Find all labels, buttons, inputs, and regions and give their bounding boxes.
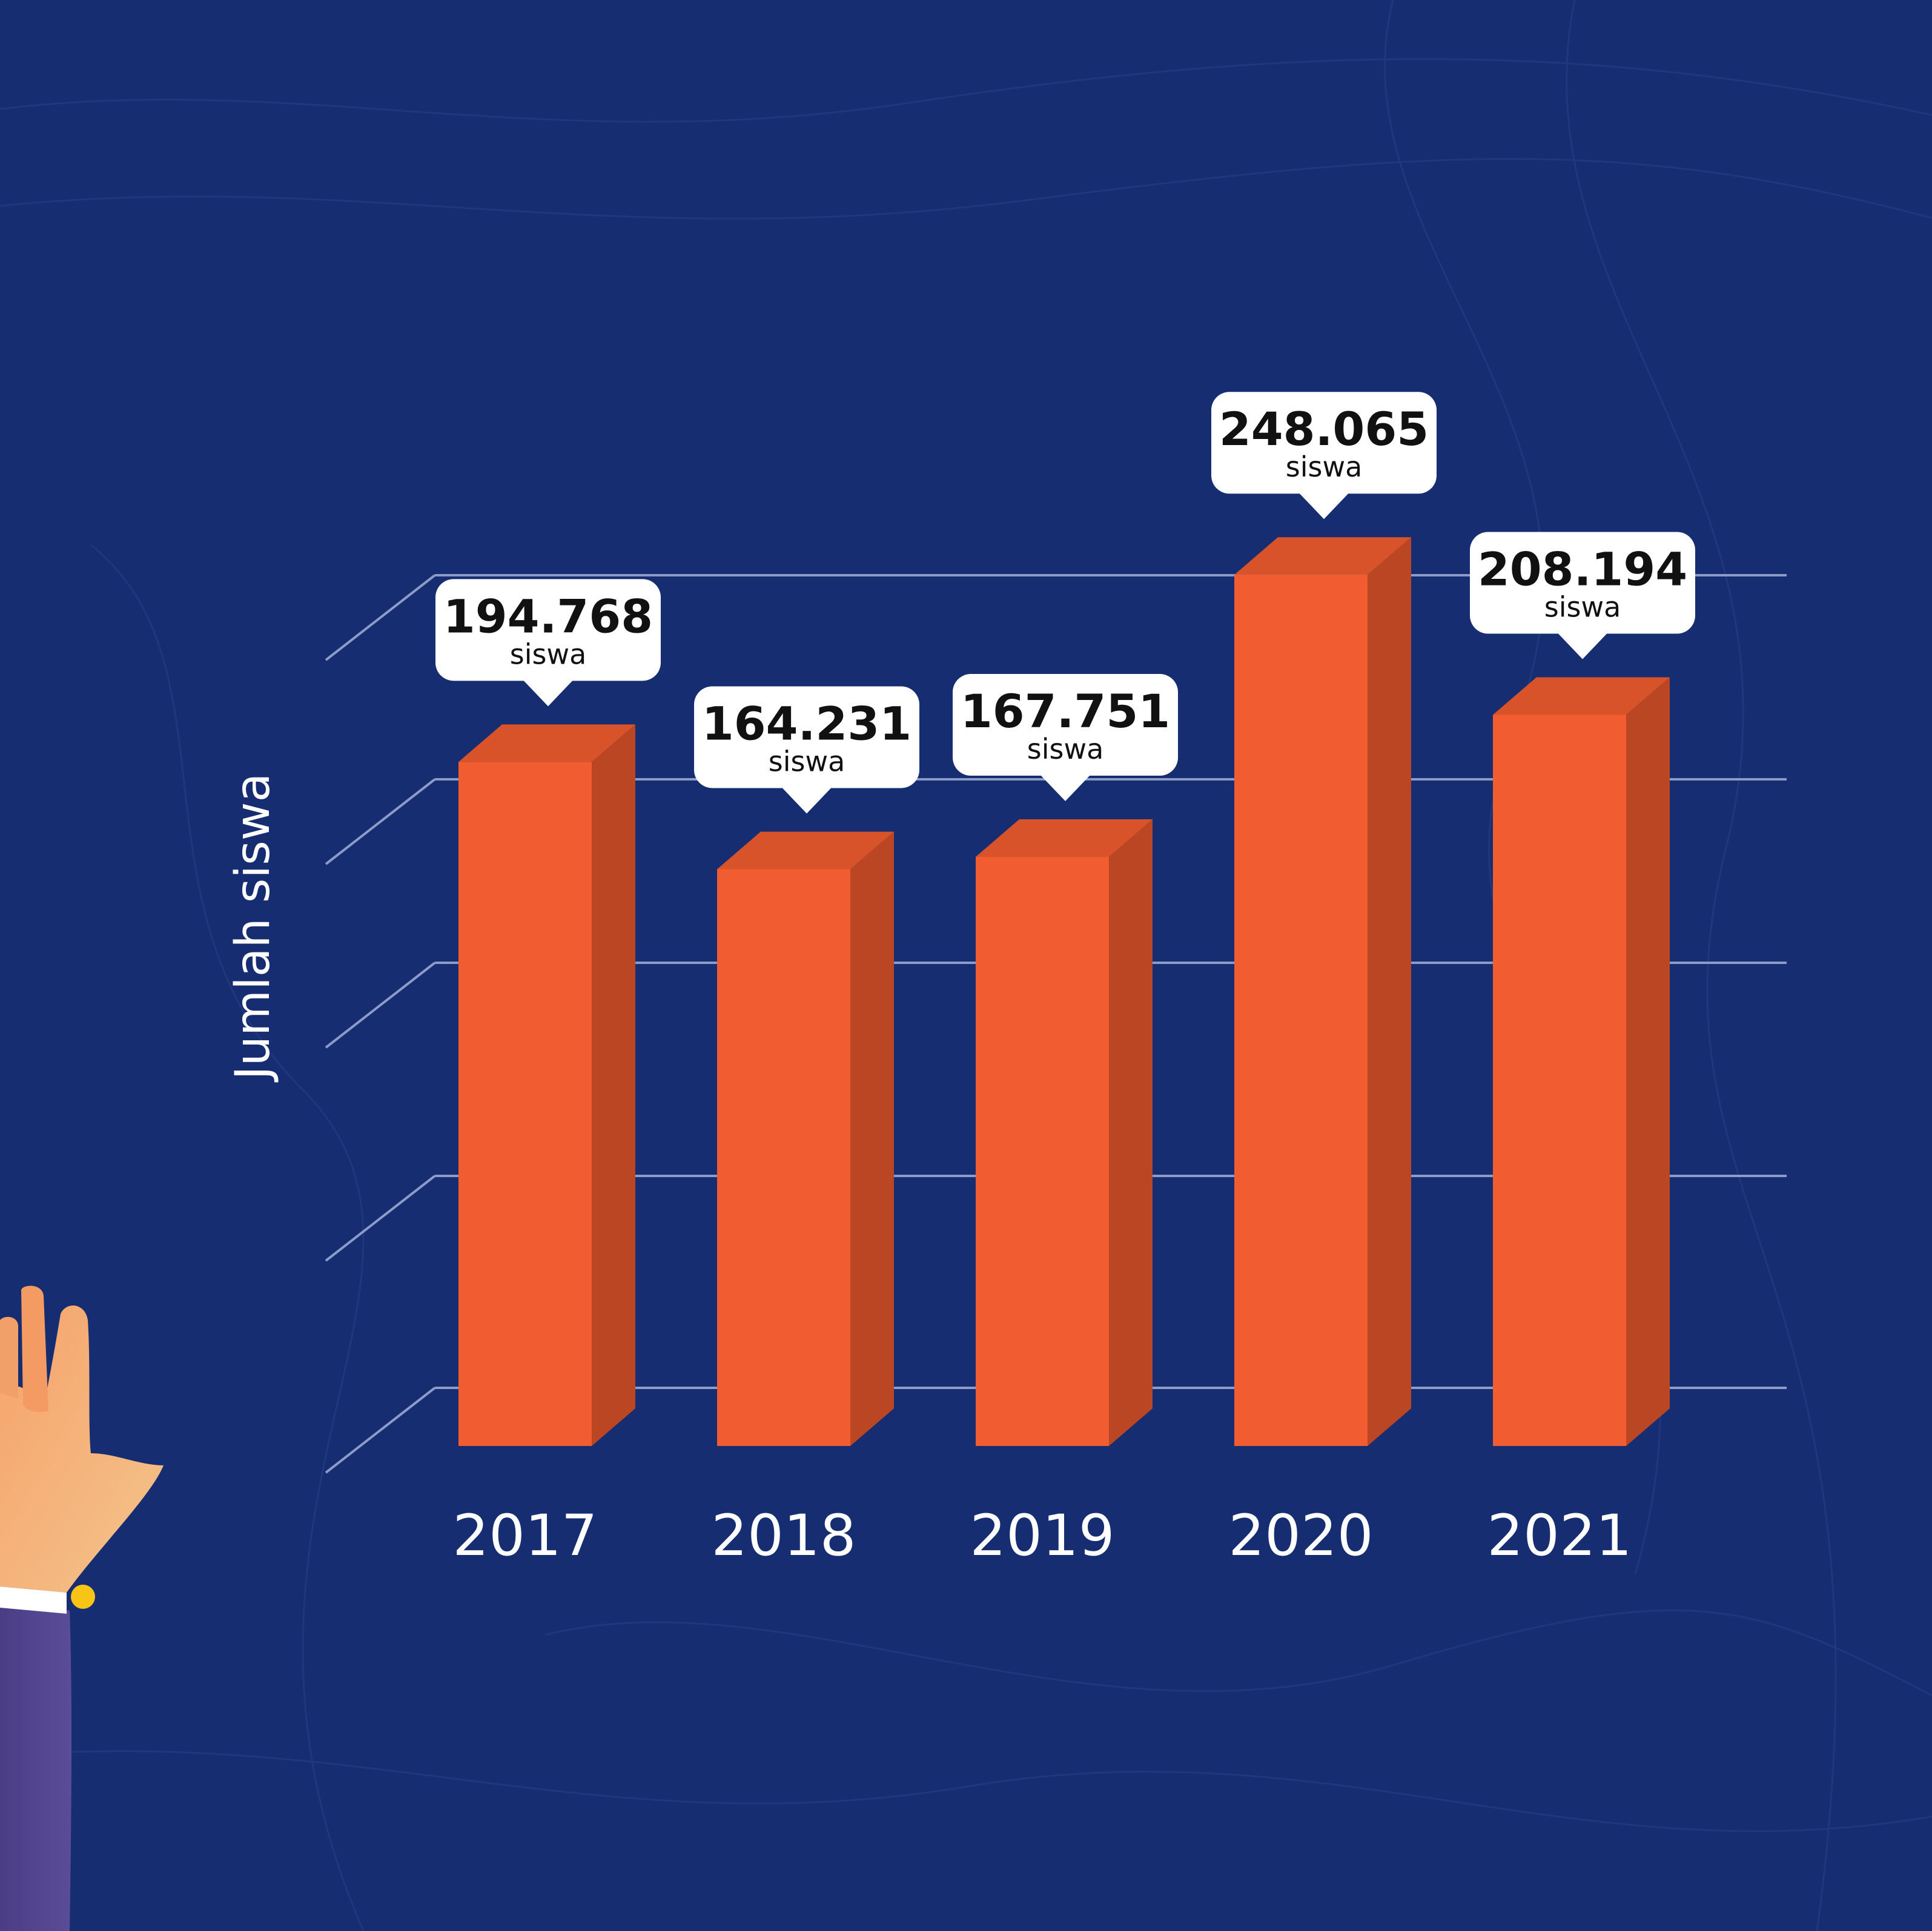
value-label: 164.231: [702, 696, 911, 750]
bar-side: [1109, 819, 1153, 1446]
bar-side: [850, 831, 894, 1446]
value-label: 208.194: [1478, 542, 1687, 596]
bar-top: [976, 819, 1153, 857]
bar-front: [976, 857, 1109, 1446]
callout-box: [435, 579, 661, 681]
x-tick-label: 2017: [452, 1503, 597, 1569]
bar-top: [717, 831, 894, 870]
callout-pointer: [781, 787, 832, 814]
x-tick-label: 2021: [1487, 1503, 1632, 1569]
bar-2017: [458, 724, 635, 1446]
bar-front: [1493, 715, 1626, 1446]
bar-front: [717, 869, 850, 1446]
value-unit: siswa: [510, 638, 587, 670]
bar-side: [1626, 677, 1670, 1446]
value-label: 167.751: [961, 684, 1170, 738]
bar-front: [458, 762, 592, 1446]
bar-top: [458, 724, 635, 762]
bar-2018: [717, 831, 894, 1446]
bar-side: [592, 724, 635, 1446]
value-unit: siswa: [1286, 451, 1363, 483]
value-unit: siswa: [769, 745, 845, 777]
bar-front: [1234, 575, 1368, 1446]
value-unit: siswa: [1027, 733, 1104, 765]
value-label: 194.768: [443, 589, 653, 643]
y-axis-label: Jumlah siswa: [226, 773, 280, 1083]
bar-2021: [1493, 677, 1670, 1446]
bar-2020: [1234, 537, 1411, 1446]
callout-pointer: [523, 679, 574, 707]
callout-pointer: [1040, 774, 1091, 802]
callout-box: [1470, 532, 1695, 634]
x-tick-label: 2018: [711, 1503, 856, 1569]
x-tick-label: 2019: [970, 1503, 1114, 1569]
callout-pointer: [1557, 632, 1608, 659]
bar-top: [1493, 677, 1670, 715]
bars: [458, 537, 1670, 1446]
bar-top: [1234, 537, 1411, 575]
x-tick-labels: 2017 2018 2019 2020 2021: [452, 1503, 1632, 1569]
callout-box: [694, 686, 919, 788]
value-label: 248.065: [1219, 402, 1429, 456]
callout-box: [953, 674, 1178, 776]
value-unit: siswa: [1544, 590, 1621, 623]
callout-box: [1211, 392, 1437, 494]
callout-pointer: [1298, 492, 1349, 520]
x-tick-label: 2020: [1228, 1503, 1373, 1569]
bar-2019: [976, 819, 1153, 1446]
value-callouts: 194.768siswa164.231siswa167.751siswa248.…: [435, 392, 1695, 814]
hand-raised-icon: [0, 1286, 164, 1931]
bar-side: [1368, 537, 1411, 1446]
